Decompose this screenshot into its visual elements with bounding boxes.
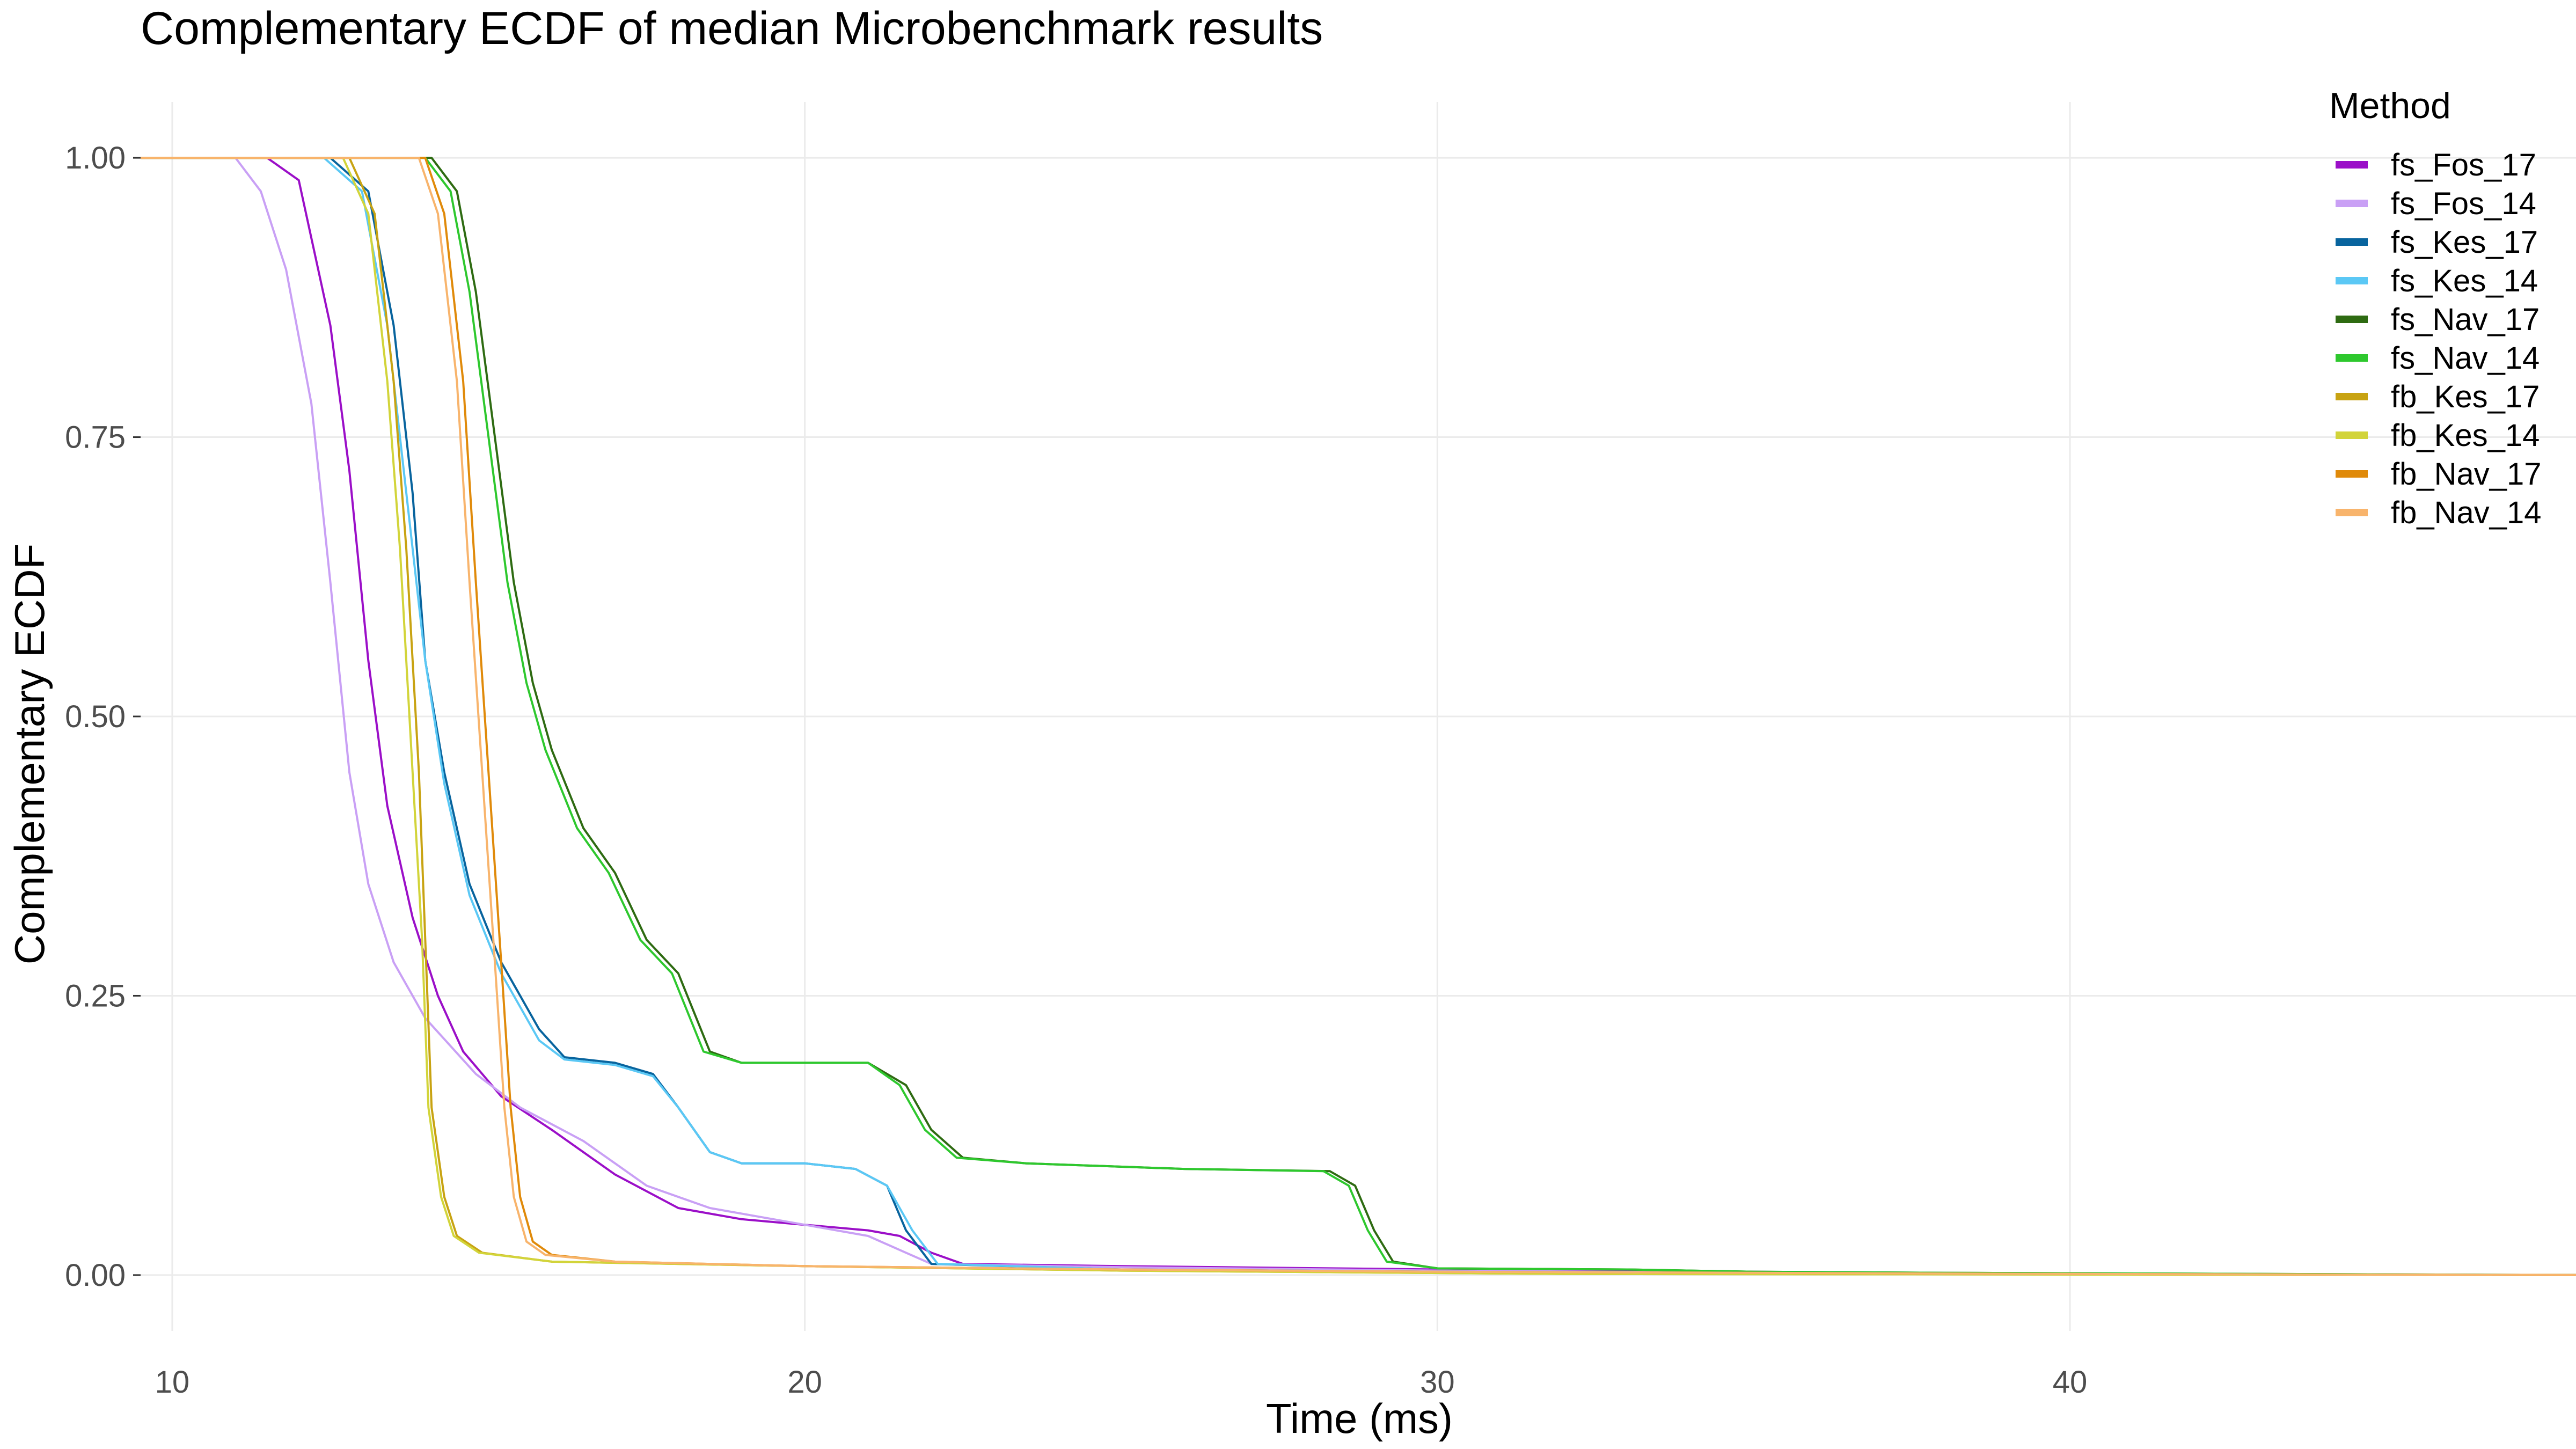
chart-title: Complementary ECDF of median Microbenchm…: [141, 3, 1323, 54]
series-line-fs_Kes_17: [141, 157, 2576, 1276]
series-line-fs_Nav_14: [141, 157, 2576, 1276]
legend-label-fb_Nav_17: fb_Nav_17: [2391, 457, 2542, 492]
series-line-fs_Fos_14: [141, 157, 2576, 1276]
y-axis-ticks: 0.00 0.25 0.50 0.75 1.00: [65, 141, 141, 1293]
legend-label-fs_Nav_14: fs_Nav_14: [2391, 341, 2540, 376]
legend-label-fs_Nav_17: fs_Nav_17: [2391, 302, 2540, 337]
x-tick-label: 10: [155, 1365, 190, 1400]
y-axis-title: Complementary ECDF: [6, 544, 53, 965]
x-axis-ticks: 10 20 30 40: [155, 1365, 2088, 1400]
y-tick-label: 0.75: [65, 420, 126, 455]
legend-items: fs_Fos_17 fs_Fos_14 fs_Kes_17 fs_Kes_14 fs_N…: [2336, 148, 2542, 530]
series-line-fb_Nav_14: [141, 157, 2576, 1276]
y-tick-label: 0.25: [65, 978, 126, 1013]
legend-label-fb_Kes_17: fb_Kes_17: [2391, 379, 2540, 414]
legend-title: Method: [2329, 85, 2451, 126]
x-tick-label: 40: [2053, 1365, 2088, 1400]
y-tick-label: 0.50: [65, 699, 126, 734]
series-line-fs_Kes_14: [141, 157, 2576, 1276]
legend: Method fs_Fos_17 fs_Fos_14 fs_Kes_17 fs_Kes…: [2329, 85, 2542, 530]
legend-label-fb_Kes_14: fb_Kes_14: [2391, 418, 2540, 453]
legend-label-fs_Kes_17: fs_Kes_17: [2391, 225, 2538, 260]
legend-label-fb_Nav_14: fb_Nav_14: [2391, 495, 2542, 530]
gridlines: [141, 102, 2576, 1331]
y-tick-label: 0.00: [65, 1258, 126, 1293]
y-tick-label: 1.00: [65, 141, 126, 175]
legend-label-fs_Fos_17: fs_Fos_17: [2391, 148, 2536, 182]
x-tick-label: 20: [787, 1365, 822, 1400]
series-lines: [141, 157, 2576, 1276]
legend-label-fs_Kes_14: fs_Kes_14: [2391, 264, 2538, 298]
legend-label-fs_Fos_14: fs_Fos_14: [2391, 186, 2536, 221]
x-axis-title: Time (ms): [1266, 1395, 1453, 1442]
x-tick-label: 30: [1420, 1365, 1455, 1400]
